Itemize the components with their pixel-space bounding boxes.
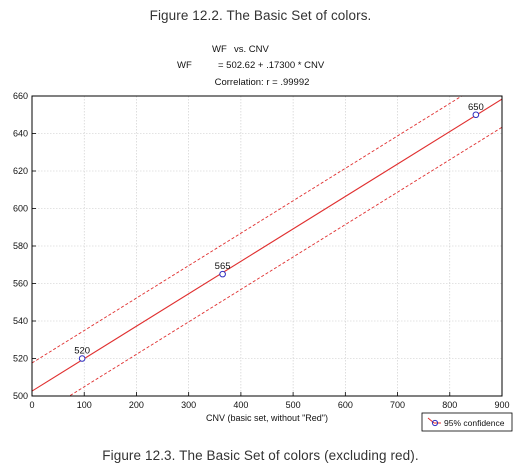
y-tick-label: 600 — [13, 204, 28, 214]
data-point — [219, 270, 226, 278]
title-line1-left: WF — [212, 44, 227, 55]
title-line2-left: WF — [177, 60, 192, 71]
data-point-label: 650 — [468, 102, 484, 113]
legend-marker-icon — [431, 419, 439, 427]
regression-chart: WF vs. CNV WF = 502.62 + .17300 * CNV Co… — [13, 44, 513, 432]
figure-caption-bottom: Figure 12.3. The Basic Set of colors (ex… — [102, 448, 419, 463]
x-tick-label: 400 — [233, 400, 248, 410]
y-tick-label: 520 — [13, 354, 28, 364]
y-tick-label: 640 — [13, 129, 28, 139]
title-line3: Correlation: r = .99992 — [215, 77, 310, 88]
data-point — [78, 355, 86, 362]
x-tick-label: 0 — [29, 400, 34, 410]
fit-lines — [32, 96, 502, 396]
x-tick-label: 800 — [442, 400, 457, 410]
x-axis-label: CNV (basic set, without "Red") — [206, 413, 328, 423]
x-tick-label: 600 — [338, 400, 353, 410]
x-tick-label: 500 — [286, 400, 301, 410]
y-tick-label: 540 — [13, 316, 28, 326]
data-point-label: 520 — [74, 346, 90, 357]
x-tick-label: 100 — [77, 400, 92, 410]
title-line1-right: vs. CNV — [234, 44, 270, 55]
data-point — [472, 111, 480, 119]
figure-caption-top: Figure 12.2. The Basic Set of colors. — [149, 8, 372, 23]
y-tick-label: 500 — [13, 391, 28, 401]
x-tick-label: 300 — [181, 400, 196, 410]
legend: 95% confidence — [421, 412, 513, 432]
x-tick-labels: 0 100 200 300 400 500 600 700 800 900 — [29, 392, 510, 410]
grid-lines — [32, 96, 502, 396]
y-tick-label: 660 — [13, 91, 28, 101]
plot-frame — [31, 95, 503, 397]
y-tick-label: 620 — [13, 166, 28, 176]
data-points: 520 565 650 — [74, 102, 484, 362]
title-line2-right: = 502.62 + .17300 * CNV — [218, 60, 325, 71]
y-tick-label: 580 — [13, 241, 28, 251]
regression-line — [32, 98, 502, 392]
legend-box — [421, 412, 513, 432]
x-tick-label: 900 — [494, 400, 509, 410]
data-point-label: 565 — [215, 261, 231, 272]
confidence-upper-line — [32, 96, 463, 364]
x-tick-label: 200 — [129, 400, 144, 410]
x-tick-label: 700 — [390, 400, 405, 410]
y-tick-label: 560 — [13, 279, 28, 289]
confidence-lower-line — [68, 126, 502, 396]
legend-label: 95% confidence — [444, 418, 505, 428]
y-tick-labels: 500 520 540 560 580 600 620 640 660 — [13, 91, 36, 401]
